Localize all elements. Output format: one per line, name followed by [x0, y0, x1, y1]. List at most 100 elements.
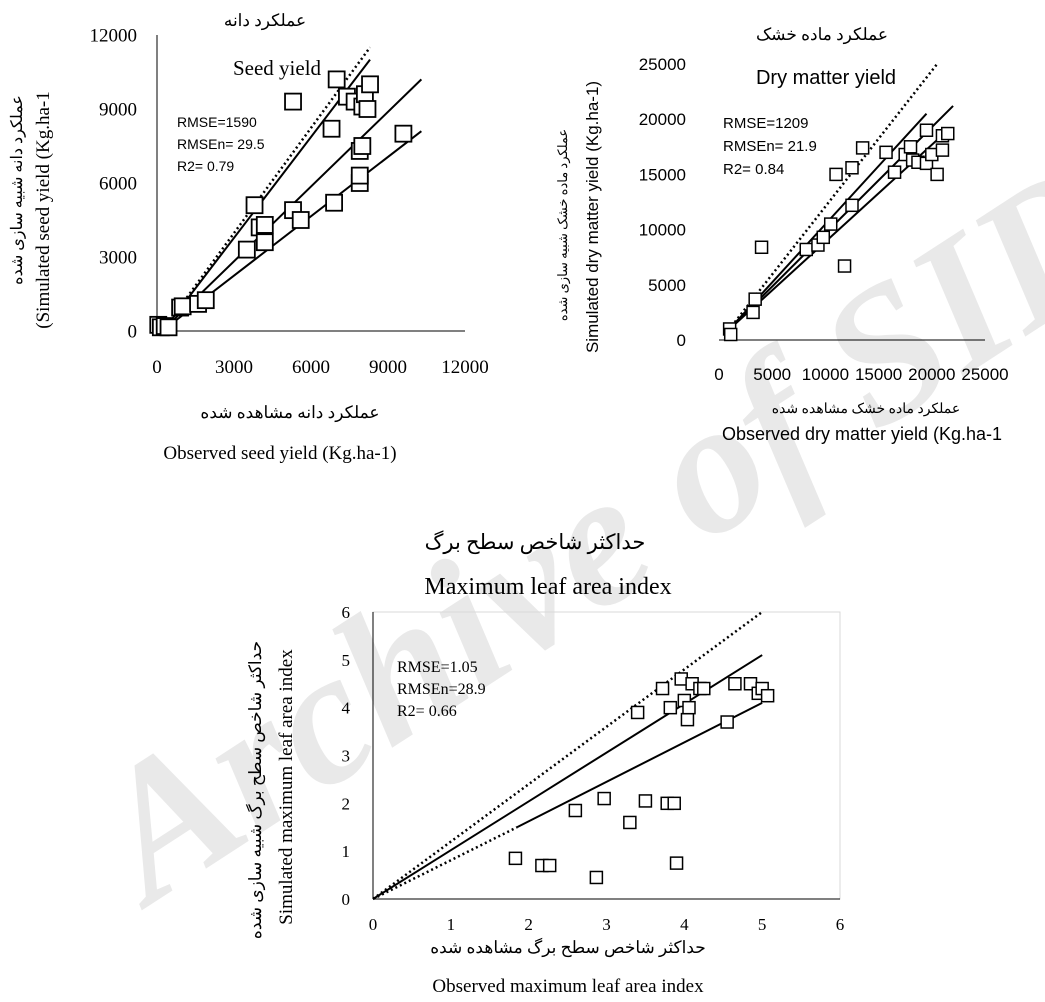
y-tick-label: 3 — [342, 746, 351, 765]
data-point — [829, 167, 843, 182]
data-point — [680, 712, 695, 727]
stat-line: R2= 0.79 — [177, 158, 234, 174]
lai-ylabel: Simulated maximum leaf area index — [276, 649, 297, 925]
lai-xlabel-fa: حداکثر شاخص سطح برگ مشاهده شده — [430, 937, 706, 958]
x-tick-label: 1 — [447, 915, 456, 934]
data-point — [322, 119, 341, 138]
data-point — [623, 815, 637, 830]
seed-yield-chart: عملکرد دانه Seed yield عملکرد دانه مشاهد… — [9, 11, 489, 464]
data-point — [325, 193, 344, 212]
stat-line: RMSE=1590 — [177, 114, 257, 130]
data-point — [723, 327, 738, 342]
data-point — [589, 870, 604, 885]
data-point — [903, 140, 918, 154]
data-point — [173, 297, 192, 316]
seed-yield-title: Seed yield — [233, 56, 322, 80]
data-point — [597, 791, 611, 806]
reference-line-dotted — [173, 46, 372, 315]
data-point — [728, 677, 742, 691]
y-tick-label: 5 — [342, 651, 351, 670]
y-tick-label: 12000 — [90, 26, 138, 47]
stat-line: R2= 0.84 — [723, 161, 784, 178]
x-tick-label: 0 — [152, 357, 162, 378]
y-tick-label: 10000 — [639, 221, 686, 240]
seed-yield-title-fa: عملکرد دانه — [224, 11, 306, 31]
y-tick-label: 6000 — [99, 174, 137, 195]
data-point — [542, 858, 557, 873]
data-point — [284, 92, 302, 111]
data-point — [845, 161, 859, 175]
data-point — [159, 318, 178, 337]
data-point — [669, 856, 684, 870]
lai-title: Maximum leaf area index — [424, 574, 671, 600]
x-tick-label: 10000 — [802, 365, 849, 384]
stat-line: RMSE=1209 — [723, 115, 808, 132]
y-tick-label: 25000 — [639, 55, 686, 74]
data-point — [245, 196, 264, 215]
data-point — [816, 230, 831, 245]
data-point — [855, 141, 870, 155]
data-point — [196, 291, 215, 310]
y-tick-label: 6 — [342, 603, 351, 622]
data-point — [760, 688, 775, 703]
y-tick-label: 0 — [677, 331, 686, 350]
dry-matter-xlabel: Observed dry matter yield (Kg.ha-1 — [722, 424, 1002, 444]
lai-stats: RMSE=1.05 RMSEn=28.9 R2= 0.66 — [397, 659, 486, 720]
y-tick-label: 5000 — [648, 276, 686, 295]
x-tick-label: 0 — [714, 365, 723, 384]
x-tick-label: 5000 — [753, 365, 791, 384]
data-point — [630, 705, 645, 720]
data-point — [361, 75, 379, 94]
data-point — [879, 145, 893, 160]
x-tick-label: 4 — [680, 915, 689, 934]
y-tick-label: 4 — [342, 699, 351, 718]
data-point — [845, 198, 859, 213]
x-tick-label: 3000 — [215, 357, 253, 378]
reference-line-dotted — [372, 826, 518, 901]
data-point — [655, 681, 670, 696]
data-point — [255, 233, 274, 252]
dry-matter-xlabel-fa: عملکرد ماده خشک مشاهده شده — [772, 402, 961, 417]
dry-matter-yield-chart: عملکرد ماده خشک Dry matter yield عملکرد … — [555, 25, 1009, 444]
data-point — [638, 794, 653, 808]
data-point — [930, 167, 944, 182]
data-point — [746, 305, 760, 320]
data-point — [919, 123, 934, 137]
x-tick-label: 5 — [758, 915, 767, 934]
lai-ylabel-fa: حداکثر شاخص سطح برگ شبیه سازی شده — [245, 641, 266, 939]
dry-matter-ylabel: Simulated dry matter yield (Kg.ha-1) — [583, 81, 602, 353]
stat-line: RMSEn= 29.5 — [177, 136, 265, 152]
y-tick-label: 2 — [342, 794, 351, 813]
x-tick-label: 2 — [524, 915, 533, 934]
regression-line — [372, 654, 763, 900]
reference-line-dotted — [727, 63, 939, 331]
seed-yield-stats: RMSE=1590 RMSEn= 29.5 R2= 0.79 — [177, 114, 265, 174]
x-tick-label: 0 — [369, 915, 378, 934]
data-point — [568, 803, 583, 818]
data-point — [350, 166, 369, 185]
y-tick-label: 1 — [342, 842, 351, 861]
data-point — [837, 259, 852, 273]
x-tick-label: 15000 — [855, 365, 902, 384]
stat-line: RMSEn=28.9 — [397, 681, 486, 698]
data-point — [941, 126, 955, 141]
data-point — [754, 240, 769, 255]
data-point — [682, 700, 696, 715]
data-point — [663, 700, 678, 715]
dry-matter-title: Dry matter yield — [756, 67, 896, 89]
data-point — [358, 100, 377, 118]
regression-line — [167, 59, 371, 325]
dry-matter-stats: RMSE=1209 RMSEn= 21.9 R2= 0.84 — [723, 115, 817, 178]
y-tick-label: 20000 — [639, 110, 686, 129]
stat-line: RMSE=1.05 — [397, 659, 478, 676]
data-point — [353, 137, 372, 155]
stat-line: R2= 0.66 — [397, 703, 457, 720]
x-tick-label: 3 — [602, 915, 611, 934]
lai-xlabel: Observed maximum leaf area index — [432, 976, 704, 997]
data-point — [291, 211, 310, 229]
x-tick-label: 12000 — [441, 357, 489, 378]
data-point — [697, 681, 711, 696]
data-point — [237, 240, 256, 259]
seed-yield-xlabel-fa: عملکرد دانه مشاهده شده — [200, 403, 379, 423]
